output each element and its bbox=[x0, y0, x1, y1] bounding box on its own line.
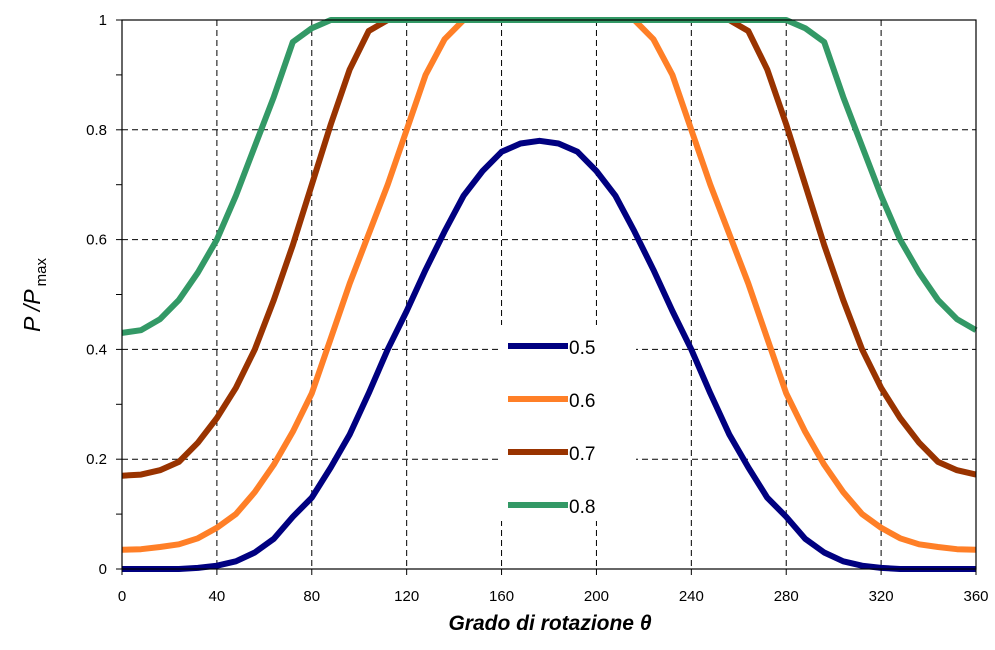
y-axis-label-main: P /P bbox=[19, 289, 45, 332]
legend: 0.5 0.6 0.7 0.8 bbox=[498, 325, 636, 521]
x-tick-label: 320 bbox=[869, 588, 894, 605]
grid-lines bbox=[122, 20, 976, 569]
legend-label: 0.8 bbox=[569, 497, 595, 518]
x-tick-label: 160 bbox=[489, 588, 514, 605]
y-tick-label: 0.8 bbox=[86, 122, 107, 139]
y-axis-label-subscript: max bbox=[33, 258, 50, 287]
x-tick-label: 200 bbox=[584, 588, 609, 605]
x-tick-label: 240 bbox=[679, 588, 704, 605]
y-tick-label: 0.4 bbox=[86, 341, 107, 358]
legend-label: 0.7 bbox=[569, 444, 595, 465]
legend-label: 0.6 bbox=[569, 391, 595, 412]
x-tick-label: 40 bbox=[209, 588, 226, 605]
series-line-0.5 bbox=[122, 137, 976, 572]
y-tick-label: 0.6 bbox=[86, 232, 107, 249]
x-tick-label: 280 bbox=[774, 588, 799, 605]
y-tick-label: 0 bbox=[99, 561, 107, 578]
y-axis-label: P /P max bbox=[19, 258, 50, 332]
axis-ticks: 0 40 80 120 160 200 240 280 320 360 0 0.2 0.4 0.6 0.8 1 bbox=[86, 12, 988, 605]
x-tick-label: 80 bbox=[303, 588, 320, 605]
legend-label: 0.5 bbox=[569, 338, 595, 359]
x-tick-label: 360 bbox=[963, 588, 988, 605]
x-tick-label: 120 bbox=[394, 588, 419, 605]
x-tick-label: 0 bbox=[118, 588, 126, 605]
legend-background bbox=[498, 325, 636, 521]
y-tick-label: 0.2 bbox=[86, 451, 107, 468]
x-axis-label: Grado di rotazione θ bbox=[448, 612, 651, 635]
y-tick-label: 1 bbox=[99, 12, 107, 29]
